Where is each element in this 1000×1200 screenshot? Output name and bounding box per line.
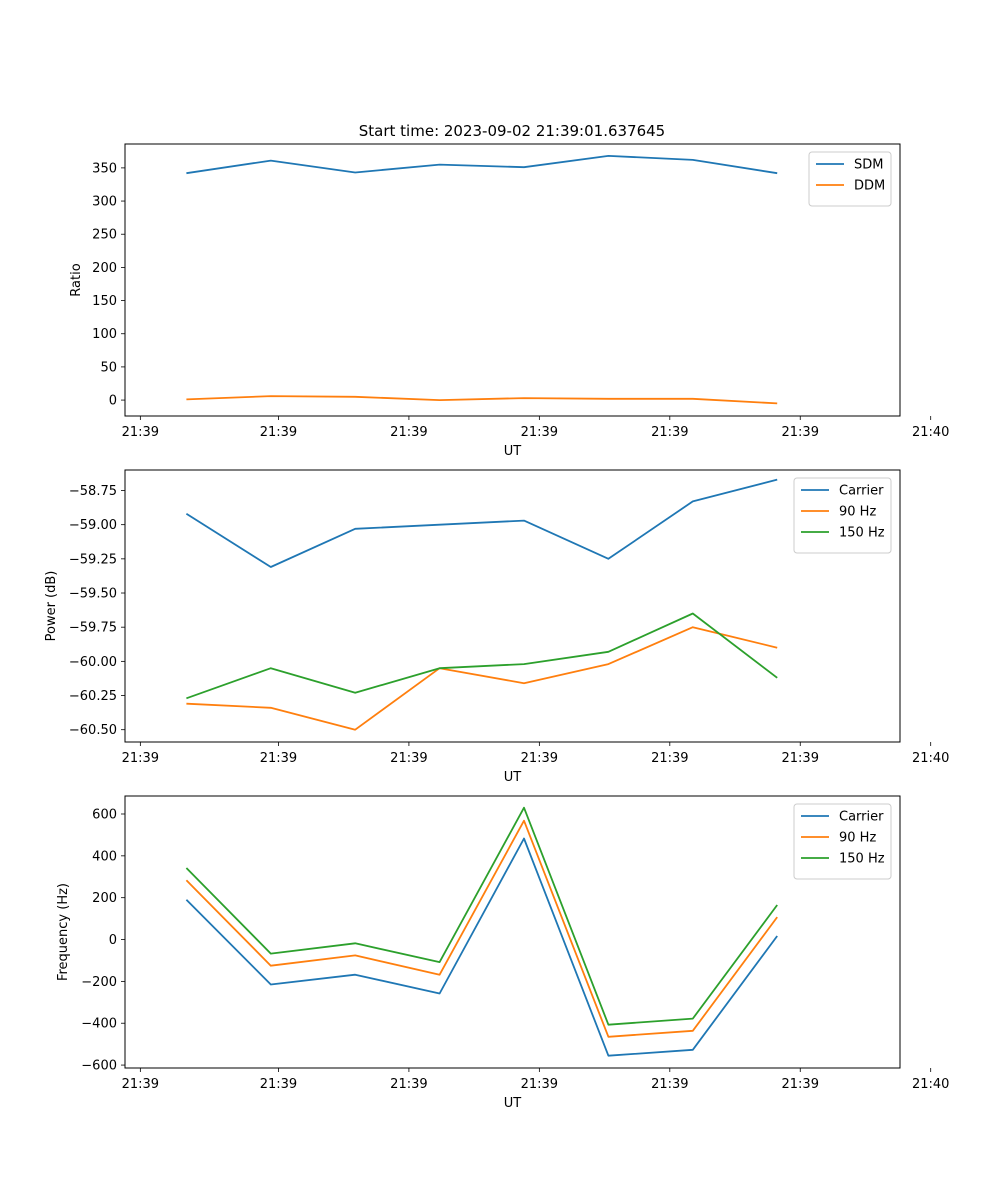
frequency-y-tick-label: −400 <box>81 1017 117 1032</box>
ratio-legend-label: DDM <box>854 179 885 194</box>
frequency-x-tick-label: 21:39 <box>390 1077 427 1092</box>
power-series-90-hz-line <box>186 626 778 731</box>
ratio-x-tick-label: 21:39 <box>260 425 297 440</box>
frequency-legend-label: 90 Hz <box>839 831 876 846</box>
ratio-series-sdm-line <box>186 154 778 175</box>
ratio-x-tick-label: 21:39 <box>521 425 558 440</box>
power-x-tick-label: 21:39 <box>390 751 427 766</box>
frequency-x-tick-label: 21:39 <box>521 1077 558 1092</box>
frequency-y-tick-label: −200 <box>81 975 117 990</box>
ratio-y-tick-label: 200 <box>92 261 117 276</box>
ratio-y-tick-label: 250 <box>92 228 117 243</box>
power-x-tick-label: 21:39 <box>122 751 159 766</box>
frequency-y-tick-label: 0 <box>109 933 117 948</box>
frequency-series-carrier-line <box>185 837 778 1057</box>
ratio-y-tick-label: 300 <box>92 195 117 210</box>
ratio-y-tick-label: 100 <box>92 327 117 342</box>
power-axes-frame <box>124 469 901 743</box>
frequency-x-tick-label: 21:39 <box>651 1077 688 1092</box>
power-legend-label: 150 Hz <box>839 526 885 541</box>
figure-title: Start time: 2023-09-02 21:39:01.637645 <box>359 122 665 140</box>
power-x-tick-label: 21:39 <box>782 751 819 766</box>
frequency-x-tick-label: 21:39 <box>782 1077 819 1092</box>
frequency-axes-frame <box>124 795 901 1069</box>
ratio-y-axis-label: Ratio <box>69 263 84 296</box>
power-y-tick-label: −59.25 <box>69 552 117 567</box>
frequency-y-axis-label: Frequency (Hz) <box>56 883 71 981</box>
power-x-tick-label: 21:40 <box>912 751 949 766</box>
power-y-tick-label: −60.00 <box>69 655 117 670</box>
power-y-tick-label: −59.00 <box>69 518 117 533</box>
power-series-carrier-line <box>185 478 778 568</box>
frequency-y-tick-label: 200 <box>92 891 117 906</box>
ratio-axes-frame <box>124 143 901 417</box>
frequency-y-tick-label: 600 <box>92 807 117 822</box>
power-legend-label: Carrier <box>839 484 884 499</box>
frequency-legend-box <box>793 803 892 880</box>
power-x-axis-label: UT <box>504 770 522 785</box>
ratio-x-tick-label: 21:39 <box>651 425 688 440</box>
ratio-x-axis-label: UT <box>504 444 522 459</box>
ratio-y-tick-label: 0 <box>109 394 117 409</box>
frequency-y-tick-label: −600 <box>81 1059 117 1074</box>
power-x-tick-label: 21:39 <box>651 751 688 766</box>
power-x-tick-label: 21:39 <box>521 751 558 766</box>
frequency-x-tick-label: 21:40 <box>912 1077 949 1092</box>
power-y-tick-label: −60.50 <box>69 723 117 738</box>
ratio-x-tick-label: 21:39 <box>782 425 819 440</box>
power-legend: Carrier 90 Hz 150 Hz <box>793 477 892 554</box>
ratio-x-tick-label: 21:39 <box>122 425 159 440</box>
ratio-y-tick-label: 350 <box>92 161 117 176</box>
ratio-legend-label: SDM <box>854 158 883 173</box>
power-y-axis-label: Power (dB) <box>44 571 59 642</box>
power-y-tick-label: −60.25 <box>69 689 117 704</box>
power-legend-box <box>793 477 892 554</box>
frequency-x-tick-label: 21:39 <box>122 1077 159 1092</box>
ratio-x-tick-label: 21:40 <box>912 425 949 440</box>
frequency-legend-label: 150 Hz <box>839 852 885 867</box>
ratio-subplot: 21:39 21:39 21:39 21:39 21:39 21:39 21:40 0 50 10… <box>69 143 949 459</box>
frequency-x-axis-label: UT <box>504 1096 522 1111</box>
power-y-tick-label: −59.75 <box>69 621 117 636</box>
power-legend-label: 90 Hz <box>839 505 876 520</box>
power-subplot: 21:39 21:39 21:39 21:39 21:39 21:39 21:40 −60.5… <box>44 469 949 785</box>
ratio-x-tick-label: 21:39 <box>390 425 427 440</box>
power-x-tick-label: 21:39 <box>260 751 297 766</box>
frequency-subplot: 21:39 21:39 21:39 21:39 21:39 21:39 21:40 −600 −… <box>56 795 949 1111</box>
ratio-legend: SDM DDM <box>808 151 892 207</box>
frequency-legend: Carrier 90 Hz 150 Hz <box>793 803 892 880</box>
ratio-y-tick-label: 150 <box>92 294 117 309</box>
ratio-series-ddm-line <box>186 395 778 405</box>
ratio-y-tick-label: 50 <box>100 360 117 375</box>
power-y-tick-label: −59.50 <box>69 587 117 602</box>
power-y-tick-label: −58.75 <box>69 484 117 499</box>
frequency-series-90-hz-line <box>185 819 778 1038</box>
frequency-x-tick-label: 21:39 <box>260 1077 297 1092</box>
power-series-150-hz-line <box>186 612 778 700</box>
frequency-legend-label: Carrier <box>839 810 884 825</box>
ratio-legend-box <box>808 151 892 207</box>
frequency-series-150-hz-line <box>185 806 778 1026</box>
frequency-y-tick-label: 400 <box>92 849 117 864</box>
